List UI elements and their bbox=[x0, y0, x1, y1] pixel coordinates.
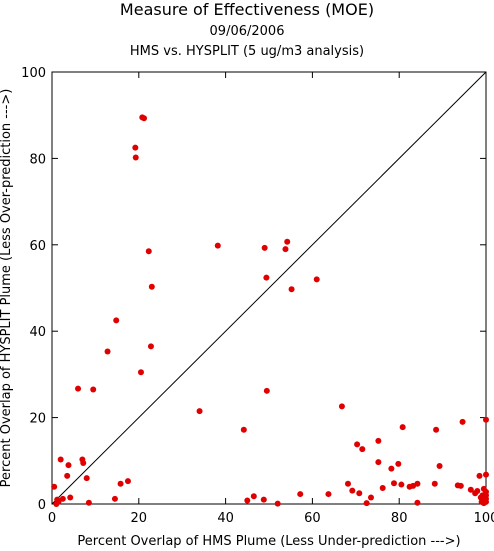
data-point bbox=[457, 482, 464, 489]
data-point bbox=[356, 490, 363, 497]
data-point bbox=[474, 488, 481, 495]
data-point bbox=[80, 459, 87, 466]
data-point bbox=[137, 369, 144, 376]
data-point bbox=[83, 475, 90, 482]
data-point bbox=[349, 487, 356, 494]
data-point bbox=[51, 483, 58, 490]
data-point bbox=[338, 403, 345, 410]
data-point bbox=[354, 441, 361, 448]
data-point bbox=[67, 494, 74, 501]
data-point bbox=[145, 248, 152, 255]
x-tick-label: 60 bbox=[304, 511, 321, 526]
chart-subtitle: HMS vs. HYSPLIT (5 ug/m3 analysis) bbox=[130, 44, 364, 59]
data-point bbox=[147, 343, 154, 350]
x-axis: 0 20 40 60 80 100 bbox=[48, 72, 494, 526]
data-point bbox=[414, 480, 421, 487]
x-tick-label: 0 bbox=[48, 511, 56, 526]
data-point bbox=[375, 459, 382, 466]
data-point bbox=[261, 244, 268, 251]
data-point bbox=[263, 274, 270, 281]
data-point bbox=[244, 497, 251, 504]
y-tick-label: 0 bbox=[38, 498, 46, 513]
data-point bbox=[59, 495, 66, 502]
data-point bbox=[483, 495, 489, 502]
data-point bbox=[132, 144, 139, 151]
data-point bbox=[65, 462, 72, 469]
data-point bbox=[459, 418, 466, 425]
data-point bbox=[467, 486, 474, 493]
data-point bbox=[436, 462, 443, 469]
y-tick-label: 60 bbox=[29, 239, 46, 254]
data-point bbox=[379, 485, 386, 492]
y-tick-label: 40 bbox=[29, 325, 46, 340]
data-point bbox=[124, 478, 131, 485]
data-point bbox=[433, 426, 440, 433]
data-point bbox=[325, 491, 332, 498]
chart-title: Measure of Effectiveness (MOE) bbox=[120, 0, 374, 19]
data-point bbox=[282, 246, 289, 253]
data-point bbox=[399, 424, 406, 431]
data-point bbox=[414, 499, 421, 506]
data-point bbox=[90, 386, 97, 393]
data-point bbox=[141, 115, 148, 122]
data-point bbox=[398, 481, 405, 488]
data-point bbox=[359, 446, 366, 453]
chart-date: 09/06/2006 bbox=[210, 24, 285, 39]
data-point bbox=[395, 460, 402, 467]
y-tick-label: 80 bbox=[29, 152, 46, 167]
data-point bbox=[274, 500, 281, 507]
x-axis-label: Percent Overlap of HMS Plume (Less Under… bbox=[77, 534, 460, 549]
data-point bbox=[388, 465, 395, 472]
data-points bbox=[51, 114, 489, 507]
plot-frame bbox=[51, 71, 487, 505]
data-point bbox=[57, 456, 64, 463]
diagonal-reference-line bbox=[51, 71, 487, 505]
x-tick-label: 40 bbox=[217, 511, 234, 526]
y-tick-label: 20 bbox=[29, 412, 46, 427]
data-point bbox=[104, 348, 111, 355]
data-point bbox=[363, 500, 370, 507]
x-tick-label: 20 bbox=[131, 511, 148, 526]
data-point bbox=[113, 317, 120, 324]
data-point bbox=[375, 437, 382, 444]
data-point bbox=[240, 426, 247, 433]
x-tick-label: 100 bbox=[474, 511, 494, 526]
data-point bbox=[75, 385, 82, 392]
data-point bbox=[297, 491, 304, 498]
data-point bbox=[476, 472, 483, 479]
data-point bbox=[284, 238, 291, 245]
data-point bbox=[111, 495, 118, 502]
y-axis-label: Percent Overlap of HYSPLIT Plume (Less O… bbox=[0, 89, 14, 488]
data-point bbox=[260, 496, 267, 503]
data-point bbox=[148, 283, 155, 290]
data-point bbox=[344, 480, 351, 487]
y-tick-label: 100 bbox=[21, 66, 46, 81]
x-tick-label: 80 bbox=[391, 511, 408, 526]
data-point bbox=[132, 154, 139, 161]
data-point bbox=[85, 499, 92, 506]
data-point bbox=[483, 416, 489, 423]
data-point bbox=[367, 494, 374, 501]
data-point bbox=[263, 387, 270, 394]
data-point bbox=[55, 498, 62, 505]
y-axis: 0 20 40 60 80 100 bbox=[21, 66, 486, 513]
data-point bbox=[214, 242, 221, 249]
data-point bbox=[390, 480, 397, 487]
data-point bbox=[313, 276, 320, 283]
data-point bbox=[64, 472, 71, 479]
data-point bbox=[117, 480, 124, 487]
data-point bbox=[250, 493, 257, 500]
data-point bbox=[288, 286, 295, 293]
data-point bbox=[483, 471, 489, 478]
data-point bbox=[431, 480, 438, 487]
data-point bbox=[196, 408, 203, 415]
